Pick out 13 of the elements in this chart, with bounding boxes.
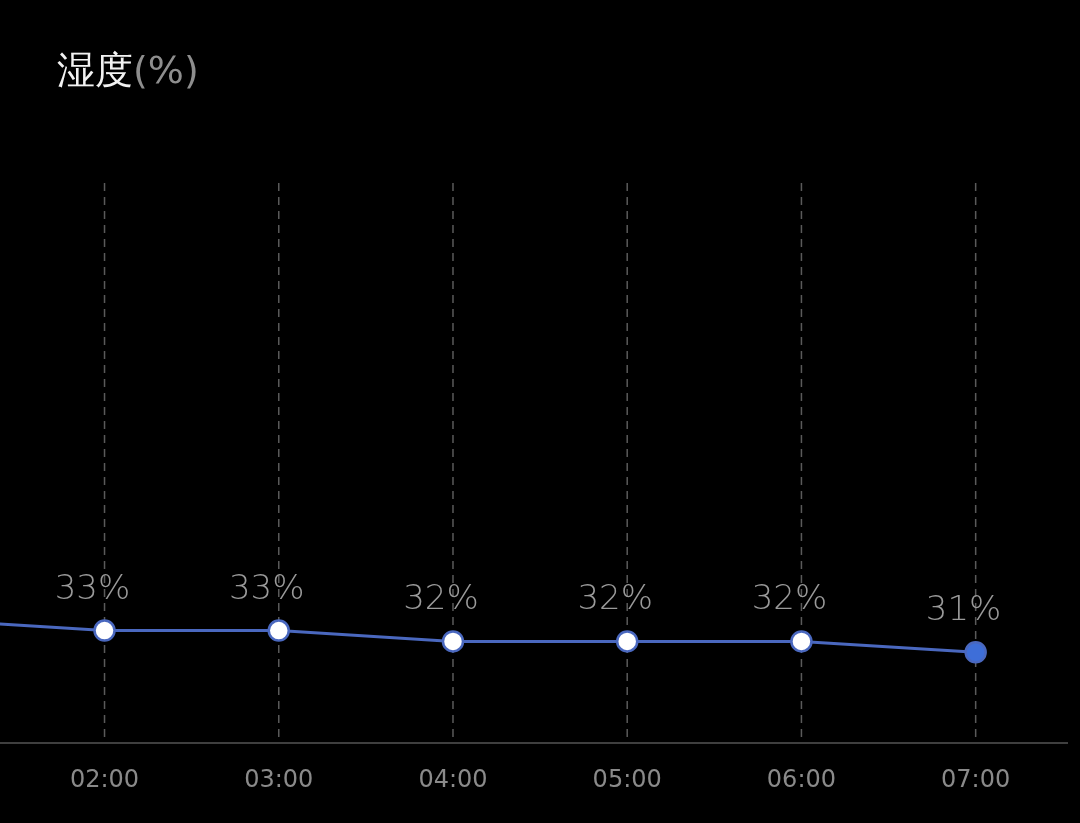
x-tick-label: 03:00 (244, 765, 314, 793)
x-tick-label: 05:00 (592, 765, 662, 793)
data-label: 32% (751, 577, 828, 618)
x-tick-label: 07:00 (941, 765, 1011, 793)
data-label: 32% (403, 577, 479, 618)
chart-title: 湿度(%) (57, 48, 199, 92)
data-label: 33% (54, 566, 131, 607)
x-tick-label: 02:00 (69, 765, 140, 793)
data-label: 33% (228, 566, 305, 607)
data-label: 32% (577, 577, 653, 618)
x-tick-label: 04:00 (418, 765, 488, 793)
x-tick-label: 06:00 (766, 765, 837, 793)
data-label: 31% (925, 588, 1002, 629)
